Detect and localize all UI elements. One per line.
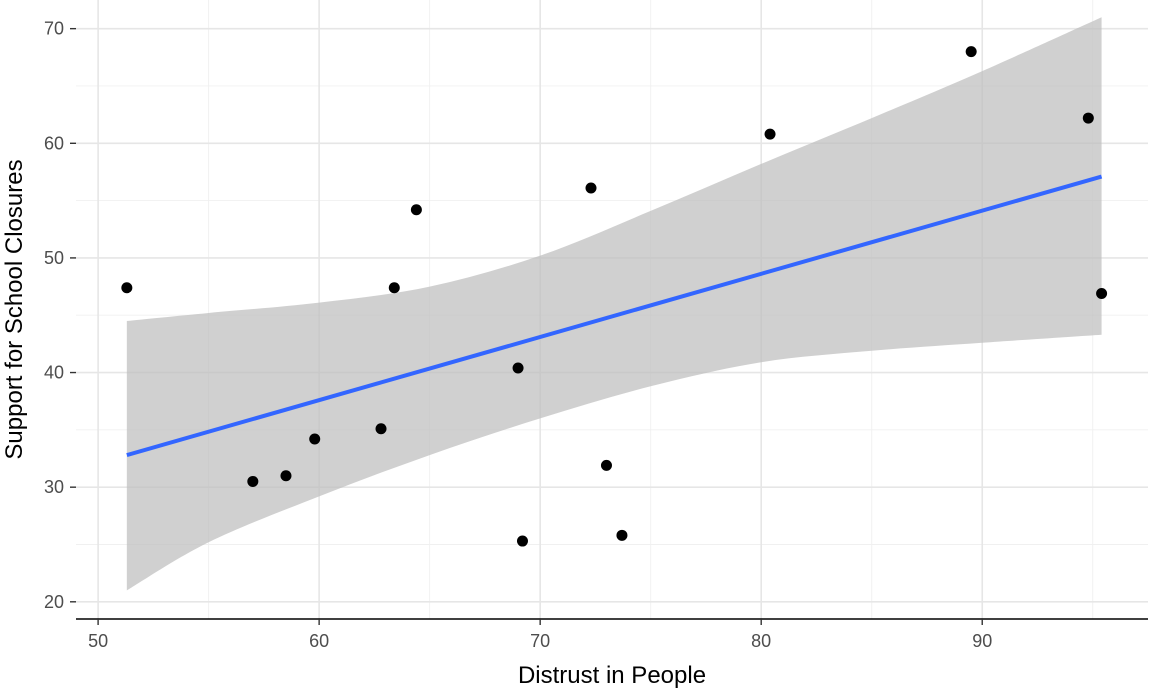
- regression-line: [126, 174, 1103, 458]
- data-point: [121, 282, 133, 294]
- data-point: [1096, 287, 1108, 299]
- y-tick-label: 20: [44, 592, 64, 612]
- data-point: [512, 362, 524, 374]
- axis-layer: [70, 27, 1148, 625]
- data-point: [516, 535, 528, 547]
- tick-labels-layer: 50 60 70 80 90 20 30 40 50 60 70: [44, 19, 992, 651]
- x-tick-label: 80: [751, 631, 771, 651]
- x-axis-title: Distrust in People: [518, 662, 706, 689]
- data-point: [280, 470, 292, 482]
- y-tick-label: 60: [44, 133, 64, 153]
- y-tick-label: 40: [44, 363, 64, 383]
- y-tick-label: 30: [44, 477, 64, 497]
- data-point: [1082, 112, 1094, 124]
- y-tick-label: 50: [44, 248, 64, 268]
- y-axis-title: Support for School Closures: [1, 159, 28, 459]
- points-layer: [121, 46, 1108, 547]
- x-tick-label: 90: [972, 631, 992, 651]
- x-tick-label: 70: [530, 631, 550, 651]
- confidence-band-layer: [126, 17, 1102, 591]
- data-point: [616, 529, 628, 541]
- data-point: [388, 282, 400, 294]
- data-point: [965, 46, 977, 58]
- data-point: [585, 182, 597, 194]
- y-tick-label: 70: [44, 19, 64, 39]
- data-point: [375, 423, 387, 435]
- data-point: [764, 128, 776, 140]
- trend-line-layer: [126, 174, 1103, 458]
- data-point: [247, 475, 259, 487]
- x-tick-label: 60: [309, 631, 329, 651]
- x-tick-label: 50: [88, 631, 108, 651]
- data-point: [410, 204, 422, 216]
- data-point: [309, 433, 321, 445]
- confidence-band: [126, 17, 1102, 591]
- data-point: [600, 459, 612, 471]
